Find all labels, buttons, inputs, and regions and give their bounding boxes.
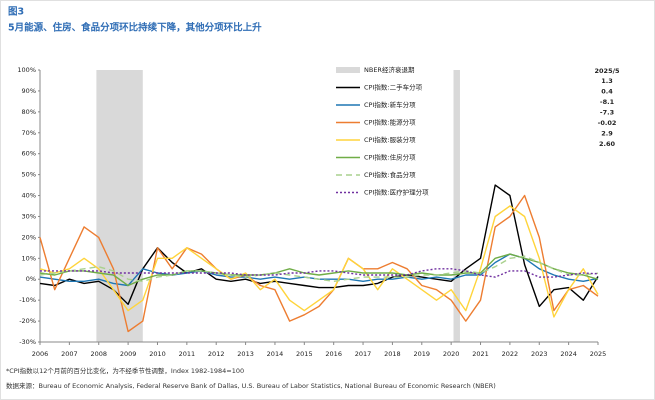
series-line [39,253,599,287]
latest-value: -8.1 [600,98,615,106]
x-tick-label: 2013 [237,350,254,358]
legend-label: CPI指数:服装分项 [364,135,416,144]
y-tick-label: 40% [22,192,36,200]
latest-value: 1.3 [601,77,613,85]
recession-band [453,70,460,342]
x-tick-label: 2018 [384,350,401,358]
y-tick-label: 0% [26,275,36,283]
y-tick-label: 100% [17,66,36,74]
series-line [39,205,599,318]
y-tick-label: 50% [22,171,36,179]
x-tick-label: 2014 [267,350,284,358]
x-tick-label: 2009 [120,350,137,358]
x-tick-label: 2008 [90,350,107,358]
latest-value: 2.9 [601,130,613,138]
y-tick-label: -20% [19,317,36,325]
chart-title: 5月能源、住房、食品分项环比持续下降，其他分项环比上升 [8,22,262,34]
x-tick-label: 2016 [325,350,342,358]
y-tick-label: 30% [22,212,36,220]
series-line [39,194,599,333]
series-line [39,184,599,308]
legend-label: CPI指数:能源分项 [364,118,416,127]
y-tick-label: 70% [22,129,36,137]
latest-header: 2025/5 [595,67,620,75]
legend-label: CPI指数:医疗护理分项 [364,188,429,197]
x-tick-label: 2022 [502,350,519,358]
x-tick-label: 2025 [590,350,607,358]
y-tick-label: 60% [22,150,36,158]
figure-label: 图3 [8,7,24,18]
latest-value: -0.02 [598,119,617,127]
x-tick-label: 2006 [32,350,49,358]
legend-label: CPI指数:新车分项 [364,100,416,109]
x-tick-label: 2015 [296,350,313,358]
latest-value: 2.60 [599,140,616,148]
x-tick-label: 2010 [149,350,166,358]
x-tick-label: 2011 [179,350,196,358]
series-line [39,255,599,282]
latest-value: 0.4 [601,88,613,96]
x-tick-label: 2007 [61,350,78,358]
series-line [40,268,599,278]
y-tick-label: 80% [22,108,36,116]
x-tick-label: 2012 [208,350,225,358]
y-tick-label: 90% [22,87,36,95]
legend-label: NBER经济衰退期 [364,65,415,74]
latest-value: -7.3 [600,109,614,117]
source: 数据来源：Bureau of Economic Analysis, Federa… [6,381,496,390]
legend-label: CPI指数:食品分项 [364,170,416,179]
x-tick-label: 2021 [472,350,489,358]
footnote: *CPI指数以12个月前的百分比变化，为不经季节性调整，Index 1982-1… [6,366,244,375]
legend-swatch [336,67,360,73]
x-tick-label: 2024 [560,350,577,358]
x-tick-label: 2017 [355,350,372,358]
x-tick-label: 2020 [443,350,460,358]
legend-label: CPI指数:二手车分项 [364,83,423,92]
y-tick-label: 10% [22,254,36,262]
y-tick-label: 20% [22,233,36,241]
y-tick-label: -30% [19,338,36,346]
recession-band [96,70,143,342]
legend-label: CPI指数:住房分项 [364,153,416,162]
y-tick-label: -10% [19,296,36,304]
x-tick-label: 2019 [414,350,431,358]
x-tick-label: 2023 [531,350,548,358]
